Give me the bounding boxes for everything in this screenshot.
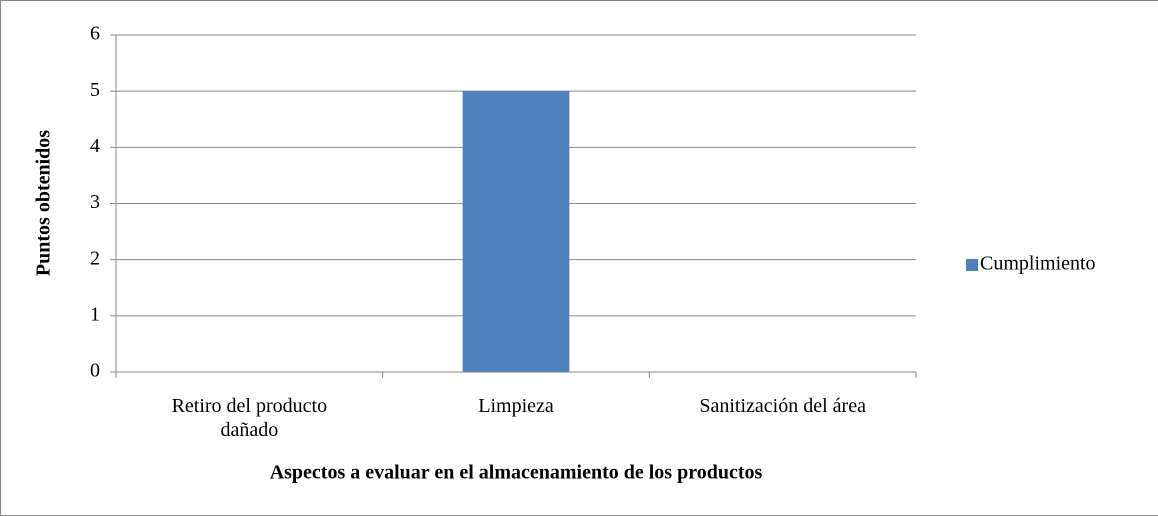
y-axis-title: Puntos obtenidos (33, 130, 55, 276)
y-tick-label: 2 (90, 247, 100, 269)
y-tick-label: 5 (90, 79, 100, 101)
y-tick-label: 4 (90, 135, 100, 157)
x-tick-label: Limpieza (478, 395, 554, 417)
bar (462, 91, 570, 373)
y-tick-label: 1 (90, 303, 100, 325)
y-tick-label: 6 (90, 23, 100, 45)
legend-swatch (966, 259, 978, 271)
legend-label: Cumplimiento (980, 253, 1096, 275)
x-tick-label: Retiro del producto dañado (171, 395, 328, 441)
x-tick-label: Sanitización del área (699, 395, 866, 417)
y-tick-label: 0 (90, 360, 100, 382)
y-tick-label: 3 (90, 191, 100, 213)
x-axis-title: Aspectos a evaluar en el almacenamiento … (270, 462, 763, 484)
